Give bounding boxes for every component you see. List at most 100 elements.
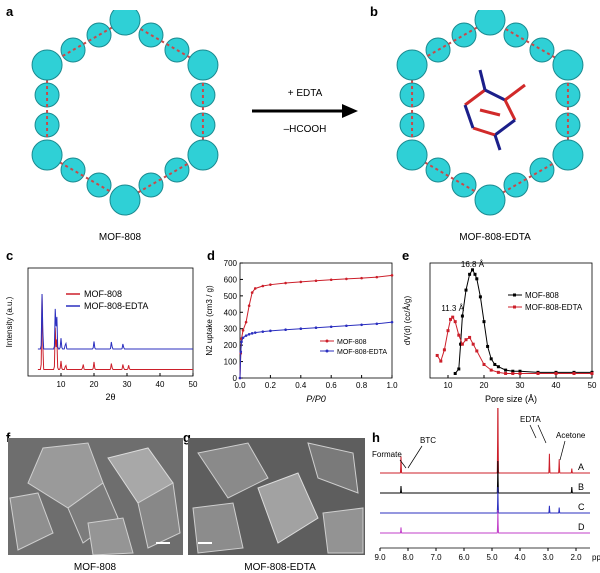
trace-label: D xyxy=(578,522,585,532)
data-point xyxy=(269,329,272,333)
legend-label: MOF-808 xyxy=(84,289,122,299)
panel-label-g: g xyxy=(183,430,191,445)
x-tick-label: 50 xyxy=(588,381,597,390)
data-point xyxy=(261,330,265,333)
reaction-arrow xyxy=(252,104,358,118)
data-point xyxy=(439,359,443,363)
legend-marker xyxy=(325,349,329,353)
x-tick-label: 8.0 xyxy=(402,553,414,562)
x-axis-label: P/P0 xyxy=(306,394,326,404)
x-tick-label: 2.0 xyxy=(570,553,582,562)
data-point xyxy=(446,329,450,333)
trace-label: C xyxy=(578,502,585,512)
data-point xyxy=(482,362,486,366)
x-tick-label: 0.6 xyxy=(326,381,338,390)
data-point xyxy=(457,367,461,371)
x-tick-label: 40 xyxy=(156,380,165,389)
data-point xyxy=(453,371,457,375)
caption-f: MOF-808 xyxy=(73,562,117,573)
series-line xyxy=(37,294,193,350)
annotation-arrow xyxy=(529,424,537,439)
cluster-node xyxy=(109,184,141,216)
data-point xyxy=(390,274,394,277)
y-tick-label: 500 xyxy=(224,292,238,301)
data-point xyxy=(478,295,482,299)
edta-bond xyxy=(494,118,516,137)
annotation-arrow xyxy=(399,459,407,469)
cluster-node xyxy=(396,139,428,171)
panel-label-a: a xyxy=(6,4,14,19)
data-point xyxy=(375,275,379,279)
data-point xyxy=(238,376,242,380)
data-point xyxy=(390,320,394,324)
panel-label-d: d xyxy=(207,248,215,263)
data-point xyxy=(572,371,576,375)
y-tick-label: 300 xyxy=(224,325,238,334)
data-point xyxy=(511,369,515,373)
panel-label-b: b xyxy=(370,4,378,19)
x-tick-label: 10 xyxy=(444,381,453,390)
panel-label-e: e xyxy=(402,248,410,263)
data-point xyxy=(284,328,287,331)
data-point xyxy=(240,340,243,344)
data-point xyxy=(470,268,474,272)
data-point xyxy=(460,314,464,318)
data-point xyxy=(493,362,497,366)
y-axis-label: dV(d) (cc/Å/g) xyxy=(403,295,412,345)
legend-marker xyxy=(513,293,516,297)
data-point xyxy=(360,323,363,327)
data-point xyxy=(247,333,251,336)
data-point xyxy=(496,365,500,369)
data-point xyxy=(504,371,508,375)
data-point xyxy=(451,315,455,319)
caption-a: MOF-808 xyxy=(98,232,142,243)
data-point xyxy=(314,279,318,283)
data-point xyxy=(244,334,248,337)
legend-label: MOF-808-EDTA xyxy=(337,349,387,356)
annotation-arrow xyxy=(559,440,566,461)
plot-frame xyxy=(429,262,593,379)
edta-bond xyxy=(472,126,496,137)
data-point xyxy=(244,320,248,324)
data-point xyxy=(253,287,257,290)
data-point xyxy=(261,284,265,288)
annotation-arrow xyxy=(407,445,423,469)
plot-frame xyxy=(239,262,393,379)
edta-bond xyxy=(504,83,526,102)
cluster-node xyxy=(31,139,63,171)
cluster-node xyxy=(31,49,63,81)
x-axis-label: 2θ xyxy=(105,392,115,402)
x-tick-label: 0.4 xyxy=(295,381,307,390)
series-line xyxy=(37,294,193,371)
x-tick-label: 1.0 xyxy=(386,381,398,390)
series-line xyxy=(454,268,592,374)
data-point xyxy=(247,304,251,308)
data-point xyxy=(464,338,468,342)
data-point xyxy=(482,320,486,324)
annotation-peak-mof808: 16.8 Å xyxy=(461,260,485,269)
data-point xyxy=(475,277,479,281)
panel-label-c: c xyxy=(6,248,14,263)
caption-g: MOF-808-EDTA xyxy=(244,562,316,573)
legend-label: MOF-808 xyxy=(337,339,367,346)
legend-marker xyxy=(513,305,516,309)
legend-label: MOF-808-EDTA xyxy=(84,301,148,311)
series-line xyxy=(239,274,393,379)
edta-bond xyxy=(503,99,517,121)
x-tick-label: 20 xyxy=(90,380,99,389)
data-point xyxy=(489,357,493,361)
annotation-edta: EDTA xyxy=(520,415,541,424)
x-tick-label: 20 xyxy=(480,381,489,390)
trace-label: A xyxy=(578,462,584,472)
data-point xyxy=(241,329,245,332)
cluster-node xyxy=(474,184,506,216)
data-point xyxy=(453,320,457,324)
data-point xyxy=(250,291,254,294)
data-point xyxy=(468,335,472,339)
y-axis-label: Intensity (a.u.) xyxy=(5,296,14,347)
sem-image-mof808-edta xyxy=(188,438,365,555)
data-point xyxy=(496,370,500,374)
y-tick-label: 700 xyxy=(224,259,238,268)
x-axis-label: ppm xyxy=(592,553,600,562)
